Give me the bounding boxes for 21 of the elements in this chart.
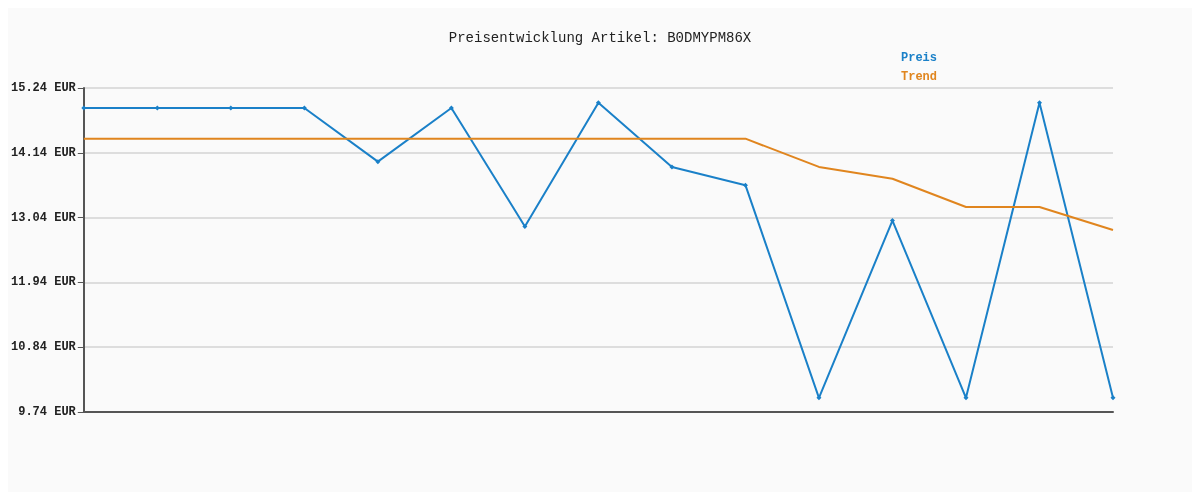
y-tick-label: 9.74 EUR: [18, 405, 77, 419]
point: [816, 395, 822, 401]
point: [595, 100, 601, 106]
text: Preis: [900, 51, 938, 65]
point: [448, 105, 454, 111]
point: [669, 164, 675, 170]
line-series: [82, 137, 1114, 231]
point: [228, 105, 234, 111]
y-tick-label: 11.94 EUR: [11, 275, 77, 290]
y-tick-label: 13.04 EUR: [11, 210, 77, 225]
point: [375, 159, 381, 165]
text: Trend: [900, 70, 938, 84]
y-tick-label: 10.84 EUR: [11, 340, 77, 355]
point: [522, 223, 528, 229]
chart-title: Preisentwicklung Artikel: B0DMYPM86X: [448, 30, 752, 46]
point: [1110, 395, 1116, 401]
y-tick-label: 15.24 EUR: [11, 81, 77, 95]
point: [963, 395, 969, 401]
point: [81, 105, 87, 111]
y-tick-label: 14.14 EUR: [11, 145, 77, 160]
point: [742, 182, 748, 188]
